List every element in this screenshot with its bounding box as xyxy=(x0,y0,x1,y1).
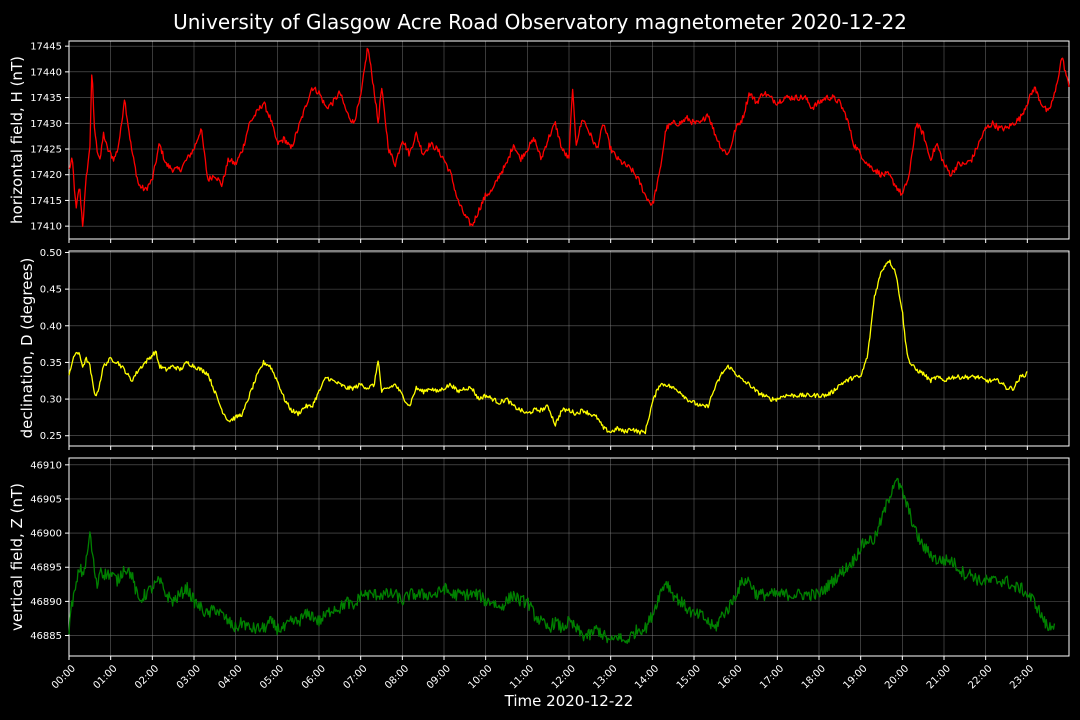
panel-declination: 0.25 0.30 0.35 0.40 0.45 0.50 declination, D … xyxy=(18,248,1070,450)
y-tick-label-vertical-field: 46885 xyxy=(30,631,62,642)
ylabel-declination: declination, D (degrees) xyxy=(18,258,36,439)
series-line-declination xyxy=(68,259,1028,435)
y-tick-label-horizontal-field: 17440 xyxy=(30,67,62,78)
y-tick-label-vertical-field: 46900 xyxy=(30,529,62,540)
chart-title: University of Glasgow Acre Road Observat… xyxy=(173,10,907,34)
y-tick-label-horizontal-field: 17430 xyxy=(30,119,62,130)
y-tick-label-declination: 0.50 xyxy=(40,248,62,259)
panel-declination-grid xyxy=(68,251,1069,446)
y-tick-label-declination: 0.40 xyxy=(40,321,62,332)
y-tick-label-horizontal-field: 17425 xyxy=(30,145,62,156)
ylabel-horizontal-field: horizontal field, H (nT) xyxy=(8,56,26,224)
panel-vertical-field: 46885 46890 46895 46900 46905 46910 vertical … xyxy=(8,457,1070,660)
panel-vertical-field-xticks xyxy=(68,656,1028,660)
y-tick-label-declination: 0.35 xyxy=(40,358,62,369)
y-tick-label-horizontal-field: 17420 xyxy=(30,170,62,181)
y-tick-label-vertical-field: 46905 xyxy=(30,494,62,505)
panel-horizontal-field-grid xyxy=(68,41,1069,239)
panel-horizontal-field: 17410 17415 17420 17425 17430 17435 17440 17445… xyxy=(8,40,1070,243)
y-tick-label-declination: 0.45 xyxy=(40,285,62,296)
series-line-vertical-field xyxy=(68,477,1056,645)
panel-vertical-field-yticks: 46885 46890 46895 46900 46905 46910 xyxy=(30,460,69,642)
panel-declination-yticks: 0.25 0.30 0.35 0.40 0.45 0.50 xyxy=(40,248,69,442)
ylabel-vertical-field: vertical field, Z (nT) xyxy=(8,483,26,631)
y-tick-label-vertical-field: 46910 xyxy=(30,460,62,471)
y-tick-label-horizontal-field: 17445 xyxy=(30,42,62,53)
panel-declination-xticks xyxy=(68,446,1028,450)
y-tick-label-horizontal-field: 17410 xyxy=(30,222,62,233)
series-line-horizontal-field xyxy=(68,47,1070,228)
y-tick-label-horizontal-field: 17435 xyxy=(30,93,62,104)
y-tick-label-vertical-field: 46895 xyxy=(30,563,62,574)
x-axis-label: Time 2020-12-22 xyxy=(504,692,634,710)
panel-horizontal-field-xticks xyxy=(68,239,1028,243)
panel-horizontal-field-yticks: 17410 17415 17420 17425 17430 17435 17440 17445 xyxy=(30,42,69,233)
y-tick-label-declination: 0.30 xyxy=(40,395,62,406)
y-tick-label-vertical-field: 46890 xyxy=(30,597,62,608)
y-tick-label-horizontal-field: 17415 xyxy=(30,196,62,207)
y-tick-label-declination: 0.25 xyxy=(40,431,62,442)
